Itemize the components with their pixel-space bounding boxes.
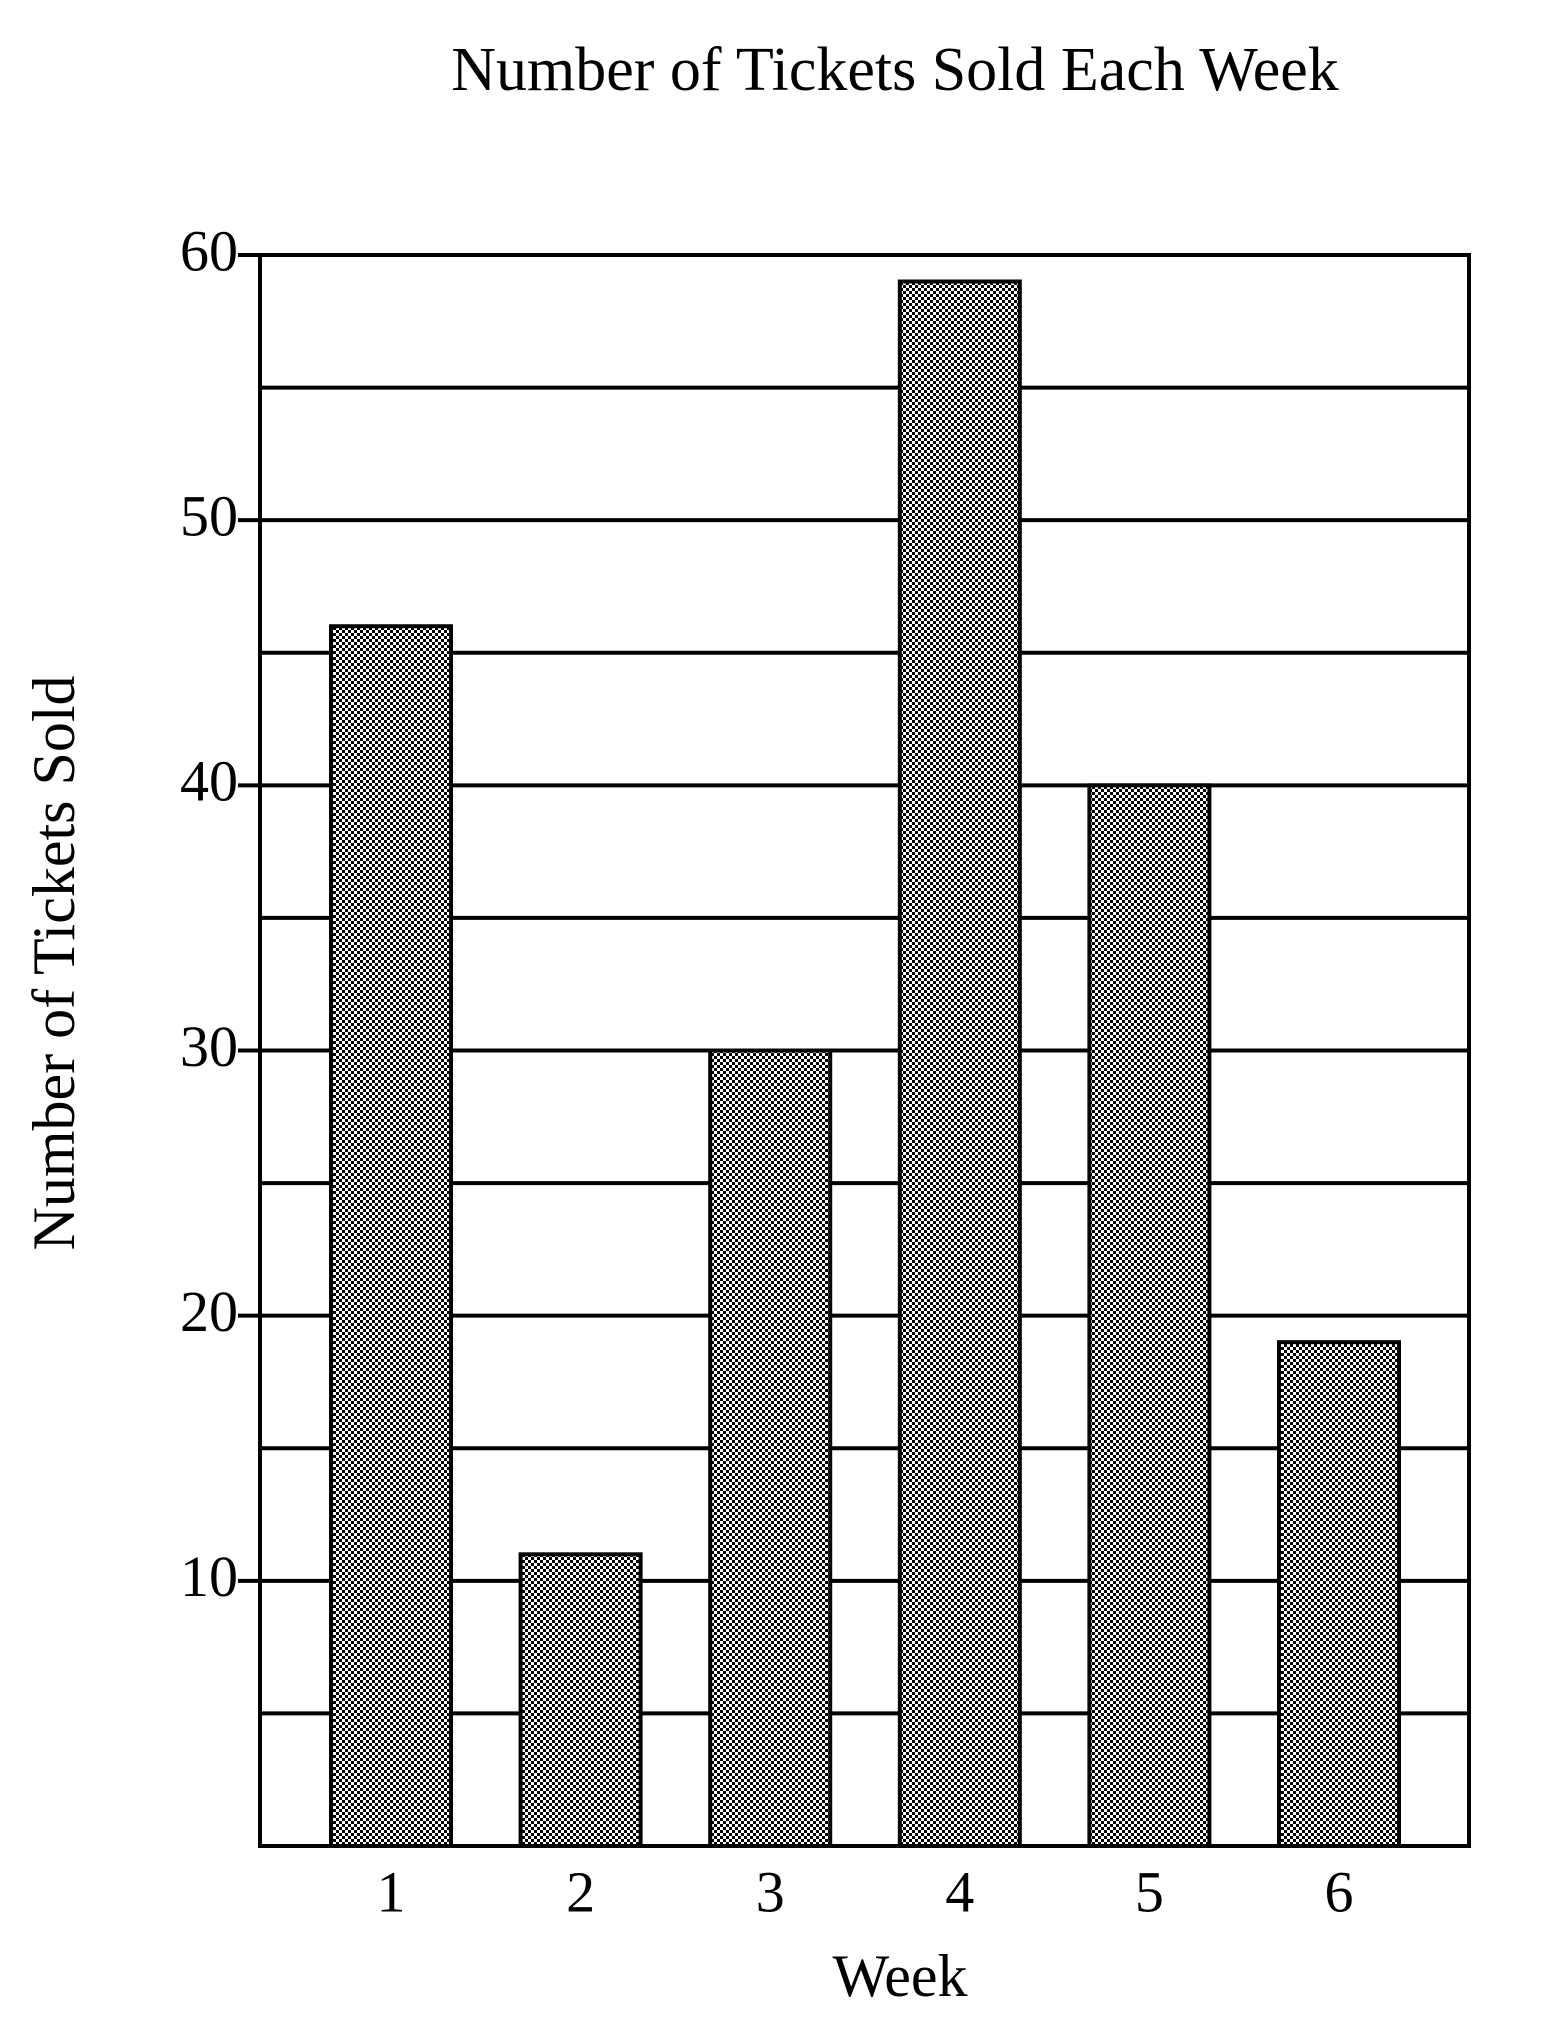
bar (329, 624, 453, 1849)
x-tick-label: 3 (756, 1859, 785, 1924)
x-axis-label: Week (832, 1943, 967, 2009)
bar (518, 1552, 643, 1848)
y-axis-label: Number of Tickets Sold (21, 675, 87, 1250)
y-tick-label: 40 (180, 749, 238, 814)
bar (1277, 1340, 1401, 1849)
chart-title: Number of Tickets Sold Each Week (451, 36, 1339, 104)
x-tick-label: 4 (945, 1859, 974, 1924)
x-tick-label: 6 (1325, 1859, 1354, 1924)
plot-frame (258, 253, 1471, 1848)
x-tick-label: 1 (377, 1859, 406, 1924)
x-tick-label: 5 (1135, 1859, 1164, 1924)
y-tick-label: 20 (180, 1279, 238, 1344)
bar (897, 279, 1022, 1848)
y-tick-label: 30 (180, 1014, 238, 1079)
bar (1087, 783, 1212, 1848)
bar (708, 1048, 833, 1848)
y-tick-label: 60 (180, 218, 238, 283)
y-tick-label: 50 (180, 483, 238, 548)
x-tick-label: 2 (566, 1859, 595, 1924)
y-tick-label: 10 (180, 1544, 238, 1609)
